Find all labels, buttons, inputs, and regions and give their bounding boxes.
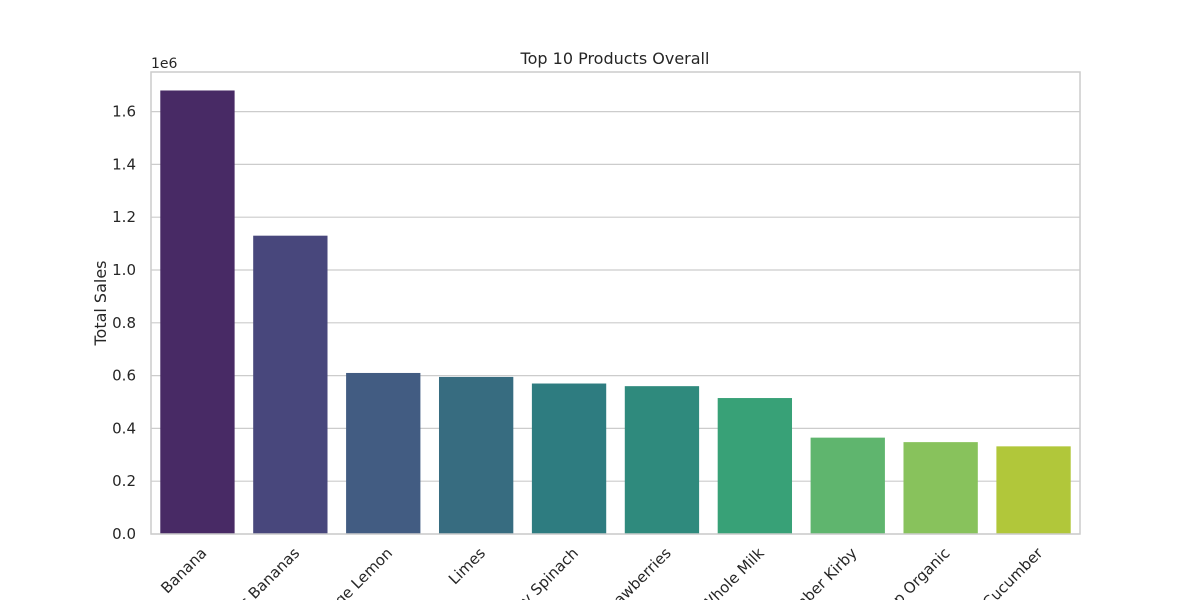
y-tick-label: 0.8	[112, 314, 136, 332]
bar	[996, 446, 1071, 534]
y-axis-title: Total Sales	[91, 260, 110, 346]
y-tick-label: 1.6	[112, 103, 136, 121]
y-tick-label: 0.6	[112, 367, 136, 385]
y-tick-labels: 0.0 0.2 0.4 0.6 0.8 1.0 1.2 1.4 1.6	[112, 103, 136, 543]
x-tick-label: Banana	[157, 544, 210, 597]
bar	[531, 383, 607, 534]
bar	[253, 235, 328, 534]
x-tick-label: mber Kirby	[789, 544, 860, 600]
chart-title: Top 10 Products Overall	[520, 49, 710, 68]
y-tick-label: 1.0	[112, 261, 136, 279]
plot-frame	[150, 71, 1081, 535]
y-axis-offset-label: 1e6	[151, 56, 178, 72]
bar	[810, 437, 885, 534]
bar	[903, 442, 978, 534]
x-tick-label: rawberries	[606, 544, 675, 600]
y-tick-label: 1.4	[112, 155, 136, 173]
bar	[346, 372, 421, 534]
x-tick-label: y Spinach	[517, 544, 582, 600]
y-tick-label: 0.4	[112, 419, 136, 437]
bars	[160, 90, 1071, 534]
x-tick-label: p Organic	[889, 544, 953, 600]
x-tick-label: ic Bananas	[233, 544, 304, 600]
x-tick-labels: Banana ic Bananas ge Lemon Limes y Spinach ra…	[157, 544, 1047, 605]
y-tick-label: 0.0	[112, 525, 136, 543]
bar	[438, 376, 514, 534]
x-tick-label: ge Lemon	[331, 544, 396, 600]
y-tick-label: 1.2	[112, 208, 136, 226]
y-tick-label: 0.2	[112, 472, 136, 490]
bar	[624, 386, 700, 534]
x-tick-label: Limes	[445, 544, 489, 588]
bar	[160, 90, 235, 534]
bar	[717, 398, 793, 534]
x-tick-label: Whole Milk	[697, 544, 768, 600]
x-tick-label: Cucumber	[979, 544, 1047, 600]
